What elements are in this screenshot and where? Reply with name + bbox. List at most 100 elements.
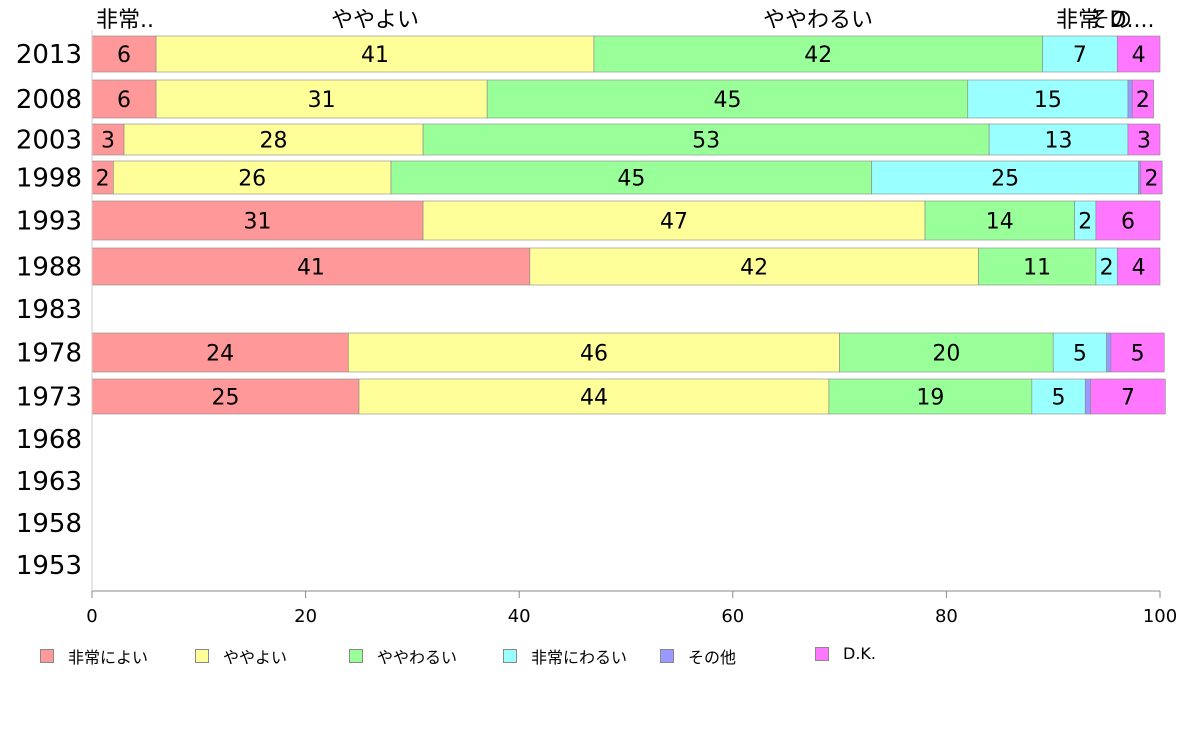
bar-value-1993-5: 6 <box>1121 210 1135 235</box>
bar-value-2008-0: 6 <box>117 88 131 113</box>
bar-segment-2003-2 <box>422 123 990 156</box>
legend-item-1: ややよい <box>195 644 287 668</box>
bar-value-2013-3: 7 <box>1073 43 1087 68</box>
bar-segment-2008-5 <box>1131 79 1154 119</box>
bar-value-2008-1: 31 <box>308 88 336 113</box>
legend-label: その他 <box>688 648 737 667</box>
bar-value-1998-1: 26 <box>238 167 266 192</box>
bar-segment-1973-1 <box>358 378 830 415</box>
bar-segment-1993-0 <box>91 200 424 241</box>
legend-swatch <box>195 649 209 663</box>
bar-segment-1988-0 <box>91 247 531 286</box>
legend-item-4: その他 <box>660 644 736 668</box>
year-label-1983: 1983 <box>16 295 82 325</box>
bar-segment-1978-1 <box>348 332 840 373</box>
year-label-1968: 1968 <box>16 425 82 455</box>
bar-segment-2008-1 <box>155 79 488 119</box>
bar-segment-1973-2 <box>828 378 1033 415</box>
bar-value-2008-5: 2 <box>1136 88 1150 113</box>
year-label-1953: 1953 <box>16 551 82 581</box>
bar-segment-2003-5 <box>1127 123 1161 156</box>
legend-label: ややよい <box>223 648 288 667</box>
top-label-4: その <box>1088 8 1132 33</box>
bar-value-2003-0: 3 <box>101 129 115 154</box>
bar-segment-2003-1 <box>123 123 424 156</box>
bar-value-1998-5: 2 <box>1144 167 1158 192</box>
bar-segment-2013-2 <box>593 35 1043 73</box>
bar-value-1978-1: 46 <box>580 342 608 367</box>
legend-label: ややわるい <box>377 648 458 667</box>
bar-value-1978-3: 5 <box>1073 342 1087 367</box>
bar-value-1993-0: 31 <box>244 210 272 235</box>
x-tick-label-60: 60 <box>721 606 744 627</box>
year-label-1973: 1973 <box>16 383 82 413</box>
top-label-3: 非常 <box>1056 8 1100 33</box>
bar-value-2013-1: 41 <box>361 43 389 68</box>
bar-value-1998-0: 2 <box>96 167 110 192</box>
top-label-5: D.... <box>1110 8 1155 33</box>
legend-item-3: 非常にわるい <box>503 644 627 668</box>
bar-segment-1993-5 <box>1095 200 1161 241</box>
bar-value-1973-1: 44 <box>580 386 608 411</box>
legend-item-0: 非常によい <box>40 644 148 668</box>
bar-value-2008-2: 45 <box>713 88 741 113</box>
x-tick-label-100: 100 <box>1143 606 1177 627</box>
legend-label: 非常にわるい <box>531 648 628 667</box>
x-tick-label-40: 40 <box>508 606 531 627</box>
bar-value-1988-1: 42 <box>740 256 768 281</box>
bar-segment-1978-2 <box>839 332 1054 373</box>
legend-label: D.K. <box>843 644 876 663</box>
bar-segment-2013-0 <box>91 35 157 73</box>
legend-item-5: D.K. <box>815 644 876 663</box>
year-label-1993: 1993 <box>16 207 82 237</box>
bar-value-1978-0: 24 <box>206 342 234 367</box>
bar-segment-2008-3 <box>967 79 1129 119</box>
bar-value-1973-3: 5 <box>1052 386 1066 411</box>
bar-value-1978-2: 20 <box>932 342 960 367</box>
bar-value-1993-1: 47 <box>660 210 688 235</box>
bar-segment-1998-4 <box>1138 160 1142 195</box>
bar-value-1988-0: 41 <box>297 256 325 281</box>
bar-value-1998-2: 45 <box>617 167 645 192</box>
bar-value-1973-0: 25 <box>212 386 240 411</box>
bar-segment-1988-1 <box>529 247 979 286</box>
bar-segment-2008-2 <box>486 79 969 119</box>
year-label-1963: 1963 <box>16 467 82 497</box>
x-tick-label-80: 80 <box>935 606 958 627</box>
bar-value-1973-2: 19 <box>916 386 944 411</box>
legend-swatch <box>660 649 674 663</box>
bar-value-2003-3: 13 <box>1045 129 1073 154</box>
year-label-2008: 2008 <box>16 85 82 115</box>
year-label-2013: 2013 <box>16 40 82 70</box>
bar-segment-1988-2 <box>978 247 1097 286</box>
top-label-1: ややよい <box>331 8 419 33</box>
year-label-1998: 1998 <box>16 164 82 194</box>
x-tick-label-20: 20 <box>294 606 317 627</box>
bar-segment-1978-3 <box>1052 332 1107 373</box>
bar-segment-2013-1 <box>155 35 595 73</box>
bar-segment-1998-3 <box>871 160 1139 195</box>
year-label-1978: 1978 <box>16 339 82 369</box>
bar-value-1998-3: 25 <box>991 167 1019 192</box>
bar-segment-2013-3 <box>1042 35 1118 73</box>
top-label-2: ややわるい <box>763 8 873 33</box>
bar-segment-1993-1 <box>422 200 926 241</box>
bar-segment-1973-4 <box>1084 378 1091 415</box>
bar-segment-1978-5 <box>1110 332 1165 373</box>
bar-value-2013-0: 6 <box>117 43 131 68</box>
bar-value-2003-5: 3 <box>1137 129 1151 154</box>
bar-segment-1978-4 <box>1106 332 1112 373</box>
year-label-2003: 2003 <box>16 126 82 156</box>
legend-swatch <box>349 649 363 663</box>
bar-segment-1998-5 <box>1140 160 1163 195</box>
bar-value-1993-2: 14 <box>986 210 1014 235</box>
bar-segment-1978-0 <box>91 332 349 373</box>
bar-segment-2003-3 <box>988 123 1129 156</box>
bar-segment-2008-0 <box>91 79 157 119</box>
legend-label: 非常によい <box>68 648 149 667</box>
bar-value-2003-2: 53 <box>692 129 720 154</box>
legend-swatch <box>815 646 829 661</box>
bar-value-1988-3: 2 <box>1100 256 1114 281</box>
legend-swatch <box>503 649 517 663</box>
